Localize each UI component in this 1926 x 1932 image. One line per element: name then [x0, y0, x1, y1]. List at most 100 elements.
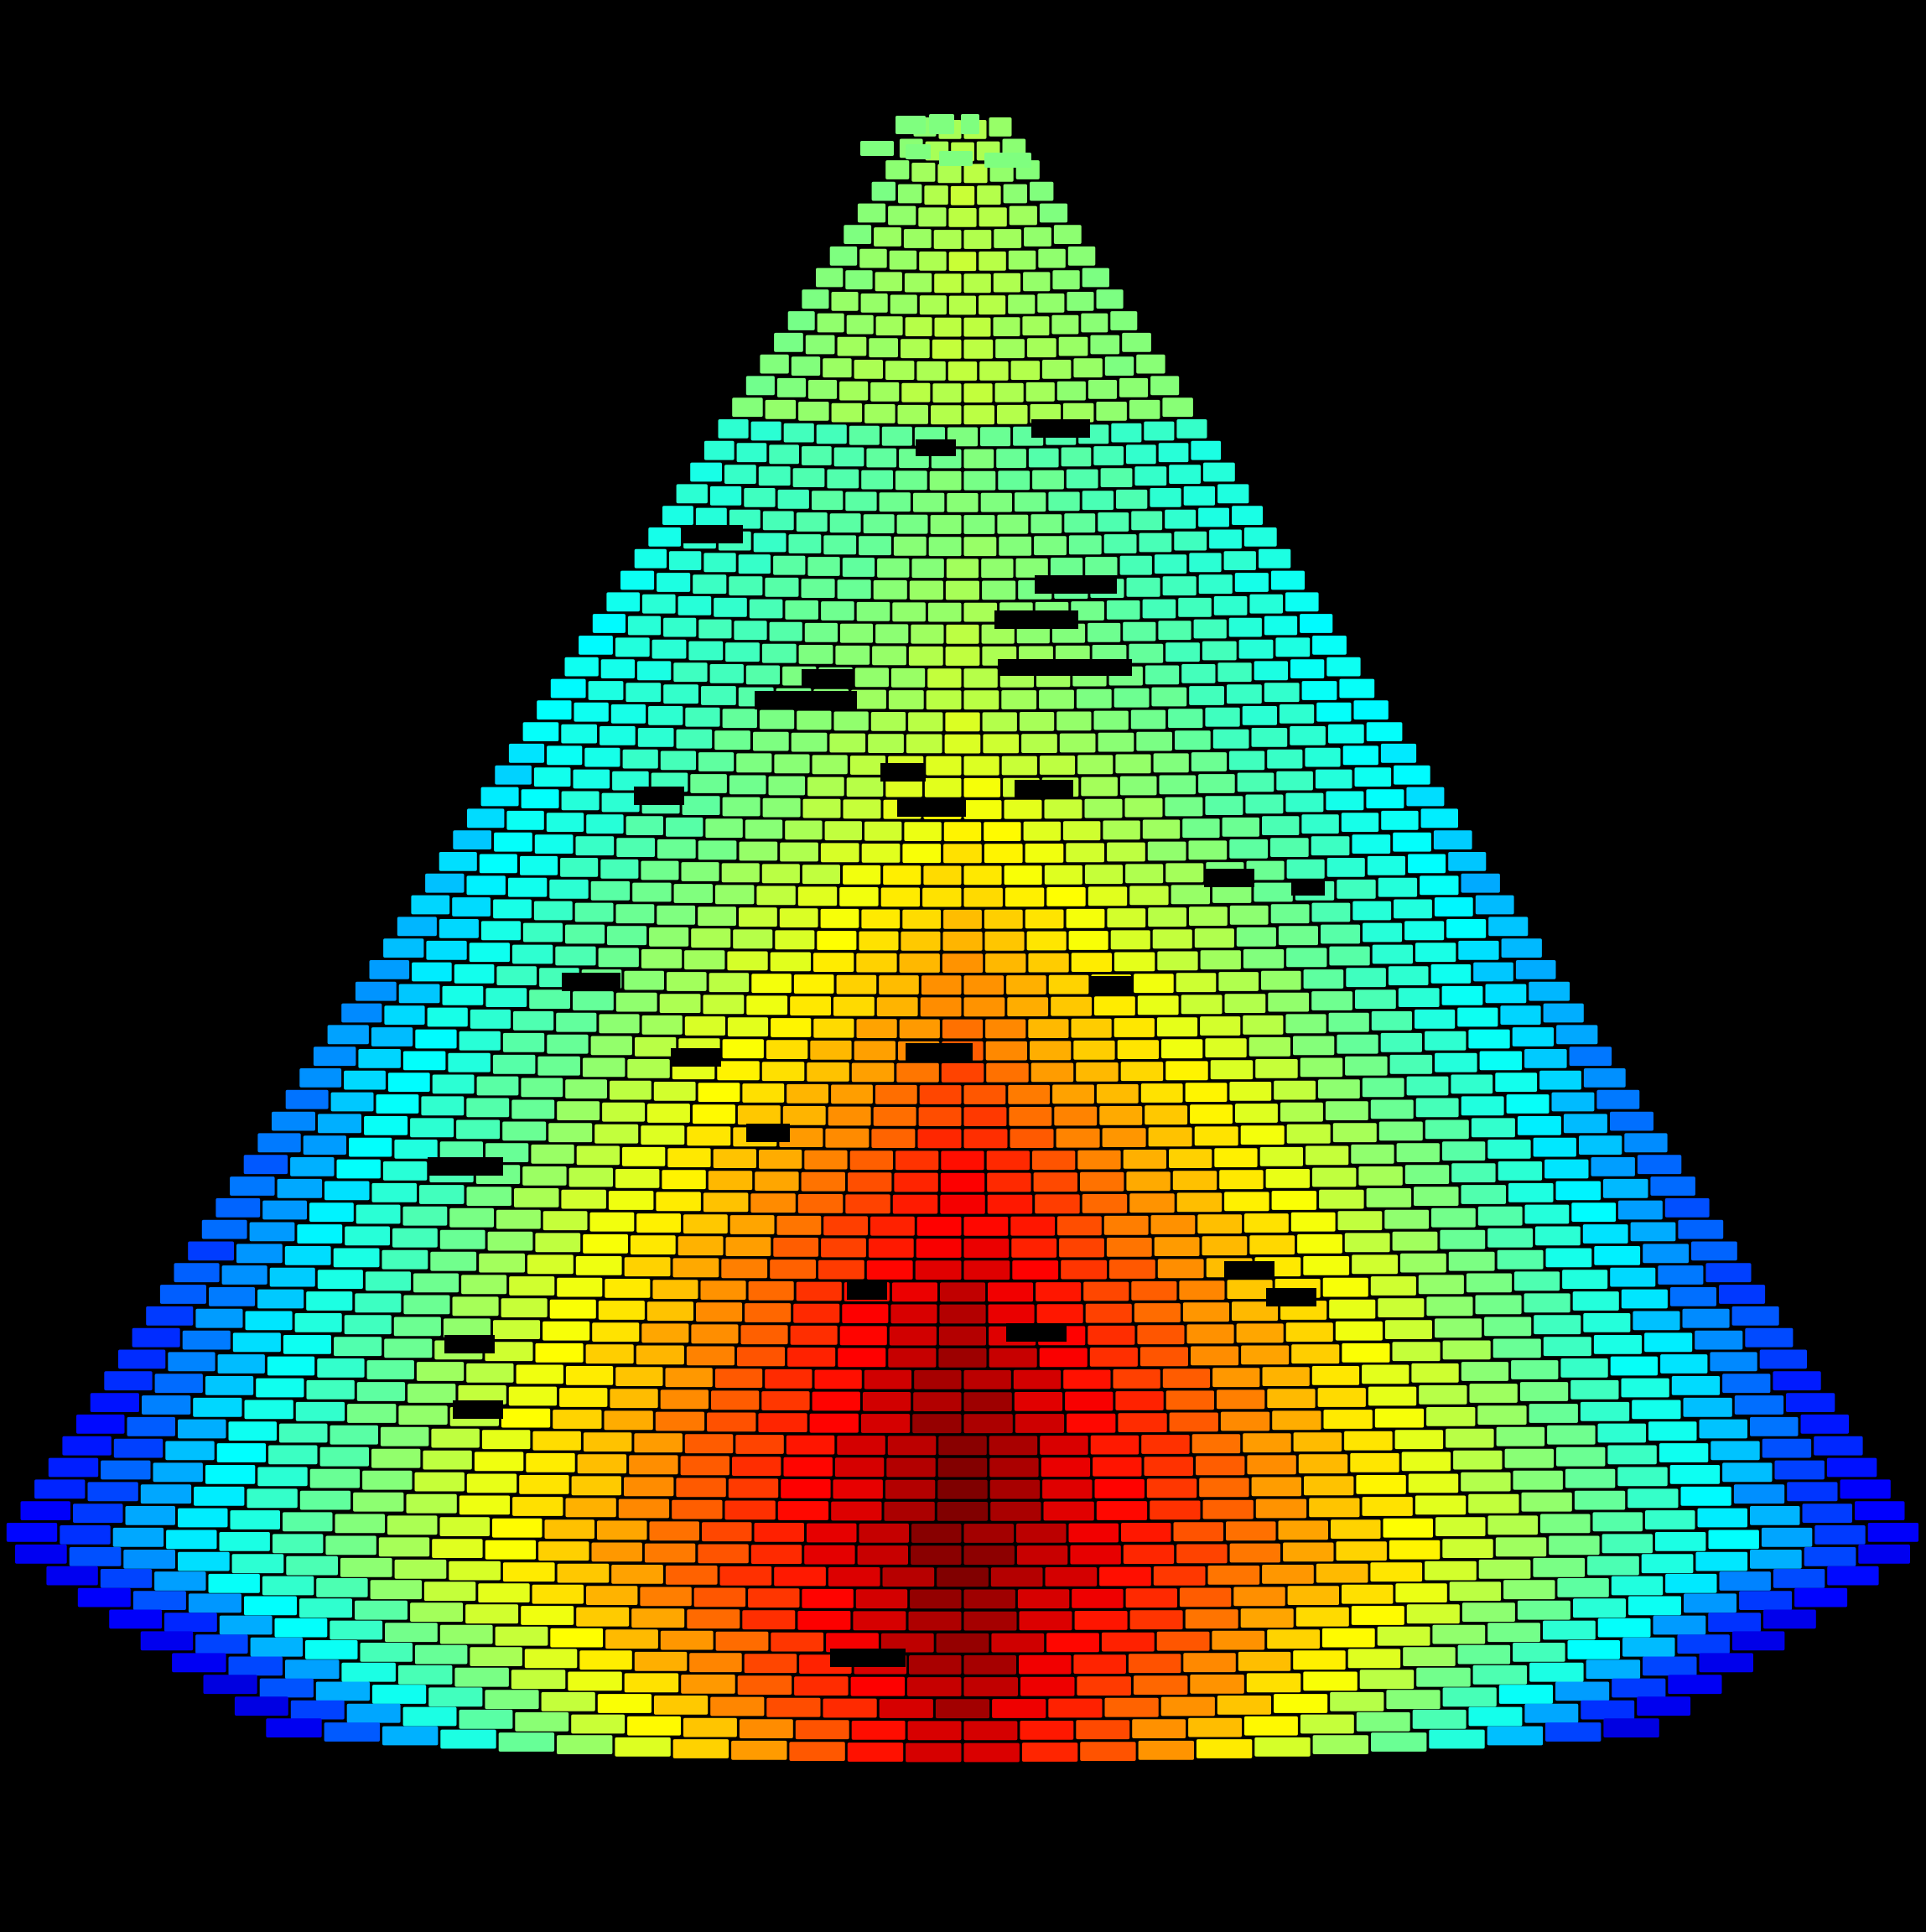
tile: [317, 1358, 365, 1378]
tile: [923, 865, 962, 886]
tile: [1329, 946, 1370, 966]
tile: [890, 1304, 937, 1324]
tile: [792, 468, 825, 487]
tile: [1446, 1428, 1494, 1448]
tile: [516, 1364, 563, 1384]
tile: [843, 799, 881, 819]
tile: [920, 997, 962, 1017]
tile: [1521, 1492, 1572, 1512]
tile: [1300, 614, 1333, 633]
tile: [928, 537, 962, 557]
tile: [905, 317, 932, 336]
tile: [635, 1036, 677, 1057]
tile: [1028, 1019, 1069, 1038]
tile: [1173, 1522, 1223, 1542]
tile: [1025, 382, 1055, 402]
tile: [1066, 843, 1104, 863]
tile: [228, 1656, 283, 1676]
tile: [659, 994, 701, 1013]
tile: [918, 207, 947, 227]
tile: [1543, 1620, 1596, 1640]
tile: [731, 1740, 787, 1760]
tile: [262, 1200, 307, 1220]
tile: [215, 1197, 261, 1218]
tile: [1565, 1468, 1616, 1488]
tile: [1120, 1062, 1164, 1082]
tile: [1285, 792, 1324, 813]
tile: [816, 267, 844, 288]
tile: [415, 1029, 457, 1049]
tile: [703, 1192, 749, 1213]
tile: [982, 580, 1016, 600]
tile: [1176, 1192, 1223, 1213]
tile: [532, 1584, 584, 1604]
tile: [813, 953, 854, 972]
tile: [1370, 1276, 1416, 1296]
tile: [1129, 399, 1160, 419]
tile: [459, 1031, 501, 1051]
tile: [1224, 994, 1266, 1013]
tile: [1330, 1691, 1384, 1711]
tile: [1019, 1654, 1072, 1675]
tile: [714, 1368, 763, 1388]
tile: [1138, 1740, 1194, 1760]
tile: [963, 1217, 1009, 1236]
tile: [283, 1512, 333, 1532]
tile: [963, 515, 995, 534]
tile: [1188, 1717, 1242, 1737]
tile: [1044, 799, 1082, 819]
tile: [888, 1348, 937, 1368]
tile: [945, 580, 979, 600]
tile: [1134, 1303, 1181, 1322]
tile: [579, 1650, 632, 1670]
tile: [565, 924, 605, 944]
tile: [624, 1673, 679, 1693]
tile: [1543, 1003, 1584, 1023]
tile: [963, 470, 996, 491]
tile: [1697, 1508, 1747, 1528]
tile: [608, 1191, 654, 1210]
tile: [529, 989, 570, 1009]
tile: [657, 573, 691, 592]
tile: [901, 339, 930, 359]
tile: [868, 734, 904, 753]
tile: [1722, 1462, 1773, 1483]
tile: [1174, 531, 1207, 551]
tile: [773, 1238, 819, 1257]
tile: [1125, 1588, 1177, 1608]
tile: [1380, 1032, 1422, 1052]
tile: [649, 927, 689, 947]
tile: [1123, 1150, 1166, 1169]
tile: [165, 1441, 215, 1461]
tile: [708, 1171, 753, 1191]
tile: [774, 754, 810, 774]
tile: [1010, 1129, 1054, 1148]
tile: [912, 1414, 962, 1434]
tile: [610, 1389, 658, 1409]
tile: [1461, 1096, 1504, 1116]
tile: [1607, 1445, 1657, 1465]
tile: [1535, 1226, 1581, 1246]
tile: [1280, 1102, 1323, 1122]
tile: [1295, 1607, 1349, 1627]
tile: [419, 1185, 465, 1204]
tile: [1555, 1681, 1610, 1701]
tile: [1567, 1640, 1620, 1659]
tile: [168, 1352, 215, 1372]
tile: [690, 774, 727, 793]
tile: [1122, 332, 1151, 352]
tile: [602, 1102, 645, 1122]
tile: [1488, 917, 1529, 937]
tile: [1153, 753, 1189, 773]
tile: [859, 1523, 909, 1543]
tile: [798, 402, 829, 421]
tile: [627, 1059, 670, 1078]
tile: [597, 1694, 652, 1713]
tile: [1244, 1716, 1298, 1736]
tile: [1188, 840, 1228, 860]
tile: [1001, 756, 1037, 776]
tile: [1262, 1367, 1310, 1386]
tile: [1479, 1051, 1523, 1071]
tile: [382, 1249, 428, 1270]
missing-tile: [1031, 419, 1090, 438]
